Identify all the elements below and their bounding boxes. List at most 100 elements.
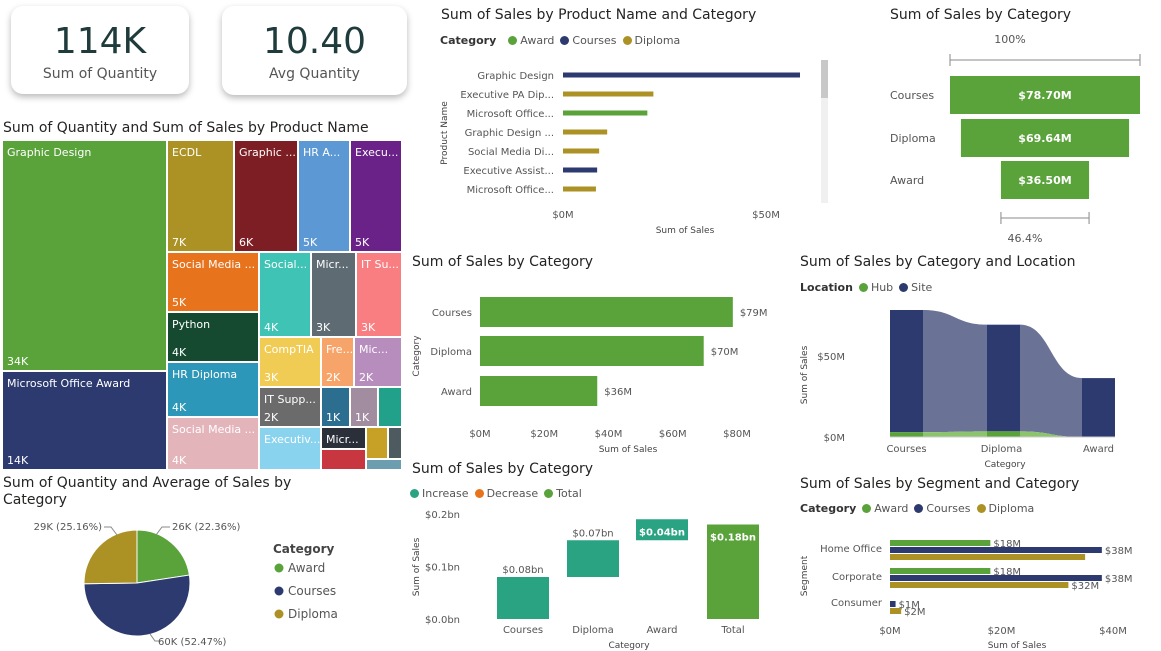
treemap-cell[interactable]: Micr... [321, 427, 366, 449]
product-bar-courses[interactable] [563, 72, 800, 78]
treemap-cell[interactable] [366, 427, 388, 459]
pie-label-award: 26K (22.36%) [172, 522, 240, 533]
legend-award[interactable]: Award [874, 502, 909, 515]
treemap-chart[interactable]: Graphic Design 34K Microsoft Office Award 1… [2, 140, 402, 470]
treemap-cell[interactable]: Mic... 2K [354, 337, 402, 387]
kpi-card-quantity[interactable]: 114K Sum of Quantity [11, 6, 189, 94]
segment-bar-diploma[interactable] [890, 554, 1086, 560]
treemap-cell[interactable]: Executiv... [259, 427, 321, 470]
treemap-cell[interactable]: IT Su... 3K [356, 252, 402, 337]
ribbon-site-band[interactable] [1020, 324, 1082, 437]
treemap-cell[interactable]: Microsoft Office Award 14K [2, 371, 167, 470]
legend-courses[interactable]: Courses [572, 34, 617, 47]
pie-leader-line[interactable] [155, 526, 170, 536]
waterfall-chart[interactable]: $0.08bn Courses $0.07bn Diploma $0.04bn Award… [405, 502, 790, 651]
pie-legend-marker[interactable] [274, 609, 284, 619]
ribbon-column-site[interactable] [890, 310, 923, 433]
ribbon-column-hub[interactable] [987, 431, 1020, 437]
funnel-bar-diploma[interactable] [960, 119, 1130, 157]
segment-bar-chart[interactable]: Home Office $18M $38M Corporate $18M $38M $32M… [795, 518, 1155, 651]
category-bar-courses[interactable] [480, 297, 733, 327]
product-bar-xtick: $0M [552, 210, 573, 221]
ribbon-hub-band[interactable] [923, 431, 987, 437]
product-bar-scrollbar[interactable] [821, 60, 828, 98]
pie-leader-line[interactable] [104, 526, 118, 536]
funnel-bar-courses[interactable] [950, 76, 1140, 114]
product-bar-diploma[interactable] [563, 148, 600, 154]
treemap-cell[interactable]: Graphic ... 6K [234, 140, 298, 252]
pie-chart[interactable]: 26K (22.36%) 29K (25.16%) 60K (52.47%) Cate… [0, 510, 400, 651]
treemap-cell[interactable]: Social Media ... 4K [167, 417, 259, 470]
treemap-cell[interactable]: ECDL 7K [167, 140, 234, 252]
ribbon-column-site[interactable] [987, 324, 1020, 432]
pie-legend-marker[interactable] [274, 586, 284, 596]
ribbon-ytick: $50M [817, 352, 845, 363]
pie-slice-diploma[interactable] [83, 529, 138, 585]
treemap-cell[interactable]: Social... 4K [259, 252, 311, 337]
waterfall-bar-diploma[interactable] [567, 540, 619, 577]
category-bar-chart[interactable]: Courses $79M Diploma $70M Award $36M $0M $20M $4… [405, 280, 790, 458]
treemap-cell[interactable]: Social Media ... 5K [167, 252, 259, 312]
treemap-cell[interactable]: 1K [321, 387, 350, 427]
legend-courses[interactable]: Courses [926, 502, 971, 515]
legend-site[interactable]: Site [911, 281, 933, 294]
treemap-cell[interactable]: Python 4K [167, 312, 259, 362]
treemap-cell[interactable] [378, 387, 402, 427]
legend-award[interactable]: Award [520, 34, 555, 47]
treemap-cell[interactable]: 1K [350, 387, 378, 427]
waterfall-bar-total[interactable] [707, 524, 759, 620]
legend-diploma[interactable]: Diploma [988, 502, 1035, 515]
treemap-cell[interactable]: IT Supp... 2K [259, 387, 321, 427]
segment-bar-diploma[interactable] [890, 608, 902, 614]
treemap-cell[interactable]: Micr... 3K [311, 252, 356, 337]
legend-increase[interactable]: Increase [422, 487, 469, 500]
segment-bar-courses[interactable] [890, 575, 1102, 581]
treemap-cell[interactable] [321, 449, 366, 470]
treemap-cell[interactable]: Graphic Design 34K [2, 140, 167, 371]
category-bar-diploma[interactable] [480, 336, 704, 366]
pie-legend-award: Award [288, 561, 325, 575]
legend-diploma[interactable]: Diploma [634, 34, 681, 47]
ribbon-column-hub[interactable] [890, 432, 923, 437]
treemap-cell[interactable]: HR A... 5K [298, 140, 350, 252]
pie-slice-courses[interactable] [83, 574, 191, 637]
segment-bar-award[interactable] [890, 568, 991, 574]
product-bar-scroll-track[interactable] [821, 60, 828, 203]
funnel-bar-award[interactable] [1000, 161, 1090, 199]
legend-total[interactable]: Total [556, 487, 582, 500]
ribbon-hub-band[interactable] [1020, 431, 1082, 437]
segment-bar-courses[interactable] [890, 601, 896, 607]
pie-legend-marker[interactable] [274, 563, 284, 573]
segment-bar-diploma[interactable] [890, 582, 1069, 588]
funnel-chart[interactable]: 100% $78.70M Courses $69.64M Diploma $36.50M A… [880, 28, 1150, 253]
pie-slice-award[interactable] [136, 529, 190, 584]
legend-hub[interactable]: Hub [870, 281, 894, 294]
ribbon-chart[interactable]: Courses Diploma Award $0M $50M Category Sum of… [795, 300, 1155, 472]
treemap-cell[interactable] [388, 427, 402, 459]
ribbon-column-site[interactable] [1082, 378, 1115, 437]
waterfall-bar-award[interactable] [636, 519, 688, 541]
treemap-cell-label: CompTIA [264, 343, 314, 356]
segment-bar-courses[interactable] [890, 547, 1102, 553]
legend-decrease[interactable]: Decrease [486, 487, 539, 500]
legend-diploma-marker [622, 36, 632, 45]
product-bar-diploma[interactable] [563, 91, 654, 97]
product-bar-award[interactable] [563, 110, 648, 116]
product-bar-diploma[interactable] [563, 129, 608, 135]
treemap-cell[interactable] [366, 459, 402, 470]
treemap-cell[interactable]: HR Diploma 4K [167, 362, 259, 417]
category-bar-award[interactable] [480, 376, 598, 406]
waterfall-bar-courses[interactable] [497, 577, 549, 619]
category-bar-xlabel: Sum of Sales [599, 445, 658, 455]
treemap-cell[interactable]: CompTIA 3K [259, 337, 321, 387]
product-bar-courses[interactable] [563, 167, 598, 173]
kpi-card-avg-quantity[interactable]: 10.40 Avg Quantity [222, 6, 407, 95]
waterfall-value-label: $0.07bn [572, 528, 613, 539]
pie-leader-line[interactable] [149, 633, 161, 642]
segment-bar-award[interactable] [890, 540, 991, 546]
product-bar-diploma[interactable] [563, 186, 596, 192]
product-bar-chart[interactable]: Graphic Design Executive PA Dip... Microso… [430, 55, 835, 240]
treemap-cell[interactable]: Fre... 2K [321, 337, 354, 387]
treemap-cell[interactable]: Execu... 5K [350, 140, 402, 252]
ribbon-site-band[interactable] [923, 310, 987, 433]
